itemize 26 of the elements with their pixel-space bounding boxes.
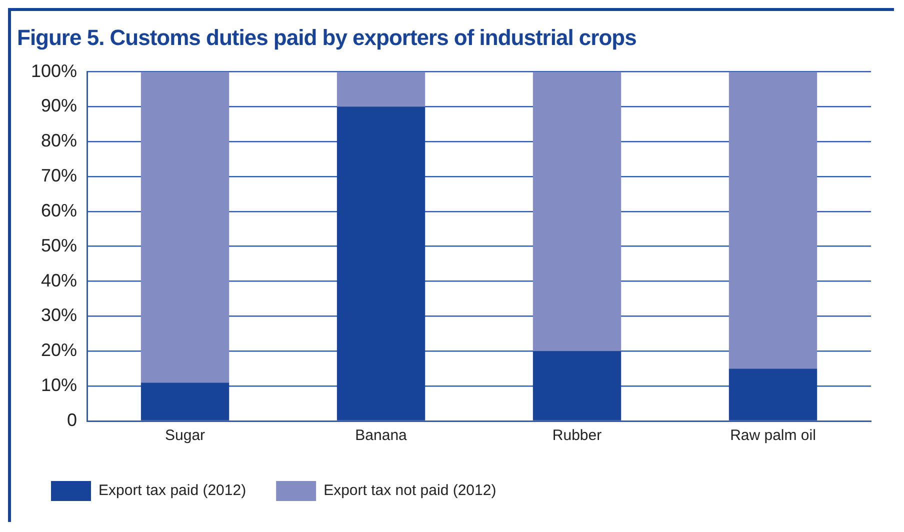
bar <box>140 72 230 383</box>
bar <box>728 368 818 420</box>
y-tick-label: 10% <box>41 375 78 396</box>
bar <box>140 382 230 420</box>
bar <box>336 106 426 420</box>
y-tick-label: 40% <box>41 270 78 290</box>
x-tick-label: Banana <box>355 427 408 444</box>
y-tick-label: 0 <box>67 410 78 430</box>
y-tick-label: 20% <box>41 340 78 360</box>
chart-title: Figure 5. Customs duties paid by exporters of industrial crops <box>16 24 638 51</box>
legend-label: Export tax not paid (2012) <box>324 482 496 500</box>
y-tick-label: 80% <box>41 130 78 151</box>
y-tick-label: 100% <box>30 60 78 81</box>
y-tick-label: 90% <box>41 96 78 116</box>
y-tick-label: 30% <box>41 305 78 326</box>
x-tick-label: Raw palm oil <box>730 427 816 444</box>
bar <box>336 72 426 107</box>
bar <box>532 351 622 420</box>
legend-label: Export tax paid (2012) <box>98 482 246 500</box>
x-tick-label: Rubber <box>552 427 602 444</box>
bar <box>728 72 818 369</box>
y-tick-label: 70% <box>41 166 78 186</box>
y-tick-label: 50% <box>41 235 78 256</box>
x-tick-label: Sugar <box>165 427 206 444</box>
y-tick-label: 60% <box>41 200 78 220</box>
bar <box>532 72 622 352</box>
